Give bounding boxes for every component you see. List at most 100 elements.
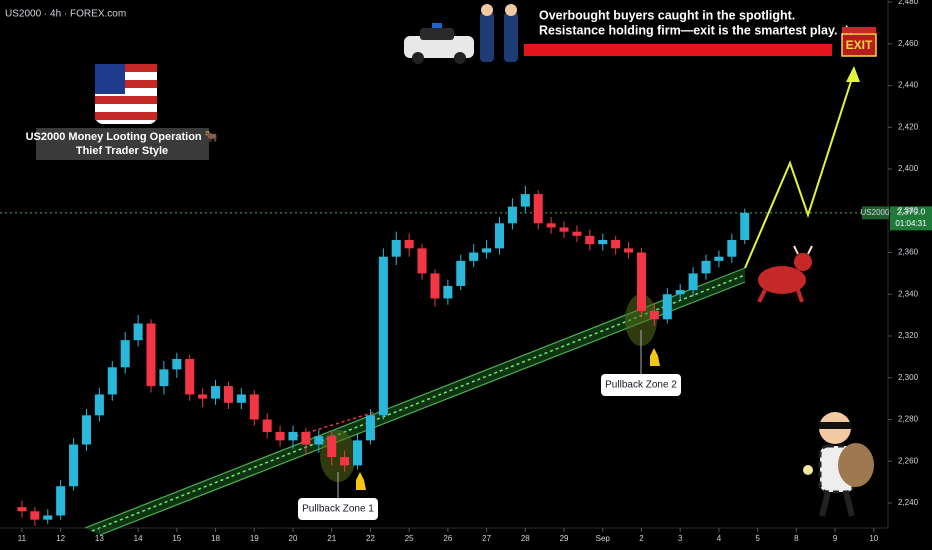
x-tick-label: 22	[366, 534, 375, 543]
candle-body	[469, 252, 479, 261]
x-tick-label: 27	[482, 534, 491, 543]
info-text: US2000 Money Looting Operation 🐂	[26, 130, 219, 143]
symbol-tag-label: US2000	[861, 208, 890, 217]
candle-body	[701, 260, 711, 274]
hand-icon	[650, 348, 660, 366]
candle-body	[365, 415, 375, 441]
candle-body	[69, 444, 79, 487]
candle-body	[740, 212, 750, 240]
candle-body	[211, 386, 221, 399]
candle-body	[482, 248, 492, 253]
x-tick-label: 26	[443, 534, 452, 543]
x-tick-label: 2	[639, 534, 644, 543]
candle-body	[624, 248, 634, 253]
candle-body	[275, 432, 285, 441]
projection-arrow	[744, 66, 860, 269]
x-tick-label: 20	[289, 534, 298, 543]
red-bar	[524, 44, 832, 56]
y-tick-label: 2,440	[898, 81, 919, 90]
candle-body	[636, 252, 646, 311]
y-tick-label: 2,240	[898, 498, 919, 507]
x-tick-label: 29	[560, 534, 569, 543]
candle-body	[662, 294, 672, 320]
y-tick-label: 2,360	[898, 248, 919, 257]
x-tick-label: 25	[405, 534, 414, 543]
candle-body	[417, 248, 427, 274]
candle-body	[81, 415, 91, 445]
symbol-tag	[862, 206, 889, 220]
x-tick-label: 28	[521, 534, 530, 543]
y-tick-label: 2,400	[898, 164, 919, 173]
candle-body	[288, 432, 298, 441]
y-tick-label: 2,260	[898, 456, 919, 465]
candle-body	[172, 358, 182, 370]
y-tick-label: 2,380	[898, 206, 919, 215]
candle-body	[340, 457, 350, 466]
exit-sign: EXIT	[841, 27, 877, 57]
candle-body	[611, 240, 621, 249]
candle-body	[533, 194, 543, 224]
candle-body	[30, 511, 40, 520]
chart-title: US2000 · 4h · FOREX.com	[5, 9, 126, 20]
candles	[17, 185, 750, 526]
candle-body	[327, 436, 337, 458]
hand-icon	[356, 472, 366, 490]
callout-label: Pullback Zone 1	[302, 504, 374, 515]
candle-body	[43, 515, 53, 520]
candle-body	[649, 310, 659, 320]
y-tick-label: 2,420	[898, 122, 919, 131]
x-tick-label: 19	[250, 534, 259, 543]
candle-body	[391, 240, 401, 257]
headline: Overbought buyers caught in the spotligh…	[539, 8, 795, 22]
candle-body	[688, 273, 698, 291]
candle-body	[198, 394, 208, 399]
x-tick-label: 11	[18, 534, 27, 543]
x-tick-label: 13	[95, 534, 104, 543]
candle-body	[675, 290, 685, 295]
x-tick-label: Sep	[596, 534, 611, 543]
candle-body	[314, 436, 324, 445]
candle-body	[120, 340, 130, 368]
x-tick-label: 8	[794, 534, 799, 543]
candle-body	[456, 260, 466, 286]
candle-body	[572, 231, 582, 236]
candle-body	[133, 323, 143, 341]
candle-body	[17, 507, 27, 512]
y-tick-label: 2,280	[898, 415, 919, 424]
y-tick-label: 2,320	[898, 331, 919, 340]
price-tag	[890, 206, 932, 231]
info-box	[36, 128, 209, 160]
candle-body	[507, 206, 517, 224]
zone-highlight	[625, 294, 657, 346]
candle-body	[185, 358, 195, 395]
info-text: Thief Trader Style	[76, 145, 168, 157]
police-car	[404, 4, 518, 64]
bull	[757, 245, 813, 303]
candle-body	[56, 486, 66, 516]
us-flag	[95, 64, 157, 124]
x-tick-label: 4	[717, 534, 722, 543]
x-tick-label: 3	[678, 534, 683, 543]
candle-body	[443, 285, 453, 299]
callout-box	[601, 374, 681, 396]
candle-body	[249, 394, 259, 420]
candle-body	[727, 240, 737, 257]
candle-body	[353, 440, 363, 466]
candle-body	[559, 227, 569, 232]
y-tick-label: 2,460	[898, 39, 919, 48]
candle-body	[301, 432, 311, 445]
headline: Resistance holding firm—exit is the smar…	[539, 23, 853, 37]
candle-body	[223, 386, 233, 403]
candle-body	[107, 367, 117, 395]
x-tick-label: 5	[755, 534, 760, 543]
x-tick-label: 14	[134, 534, 143, 543]
x-tick-label: 12	[56, 534, 65, 543]
callout-label: Pullback Zone 2	[605, 380, 677, 391]
callout-box	[298, 498, 378, 520]
thief	[803, 412, 874, 517]
x-tick-label: 10	[869, 534, 878, 543]
x-tick-label: 21	[327, 534, 336, 543]
countdown: 01:04:31	[895, 219, 927, 228]
candle-body	[236, 394, 246, 403]
candle-body	[494, 223, 505, 249]
